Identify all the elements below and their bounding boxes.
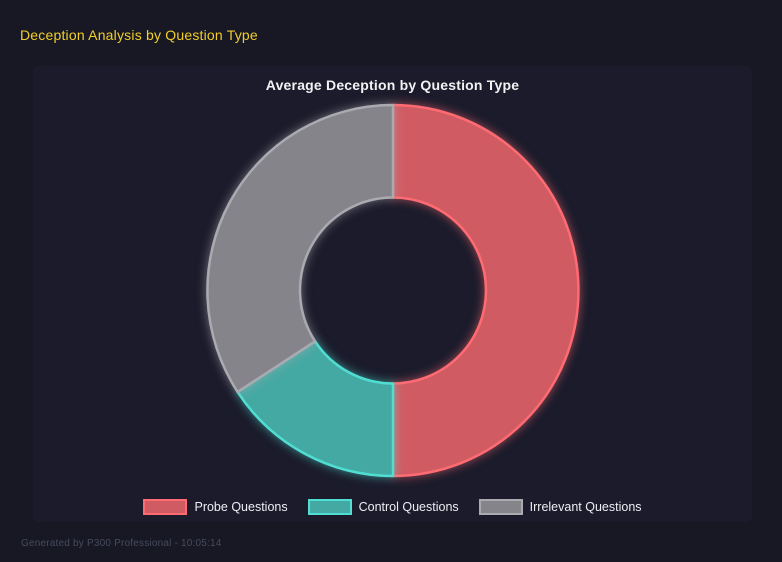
chart-panel: Average Deception by Question Type Probe…: [33, 66, 752, 522]
legend-item-control-questions[interactable]: Control Questions: [307, 499, 459, 515]
legend-item-irrelevant-questions[interactable]: Irrelevant Questions: [478, 499, 642, 515]
page-title: Deception Analysis by Question Type: [20, 27, 258, 43]
legend-swatch-irrelevant: [478, 499, 523, 515]
legend-label: Probe Questions: [194, 500, 288, 514]
donut-segment-control-questions[interactable]: [236, 340, 395, 478]
legend-label: Control Questions: [358, 500, 459, 514]
legend-swatch-probe: [143, 499, 188, 515]
legend-swatch-control: [307, 499, 352, 515]
footer-note: Generated by P300 Professional - 10:05:1…: [21, 538, 222, 549]
legend-item-probe-questions[interactable]: Probe Questions: [143, 499, 288, 515]
donut-segment-probe-questions[interactable]: [391, 103, 580, 478]
donut-chart: [206, 103, 580, 478]
donut-segment-irrelevant-questions[interactable]: [206, 103, 395, 394]
legend-label: Irrelevant Questions: [529, 500, 642, 514]
chart-title: Average Deception by Question Type: [265, 77, 520, 93]
chart-legend: Probe Questions Control Questions Irrele…: [33, 499, 752, 515]
